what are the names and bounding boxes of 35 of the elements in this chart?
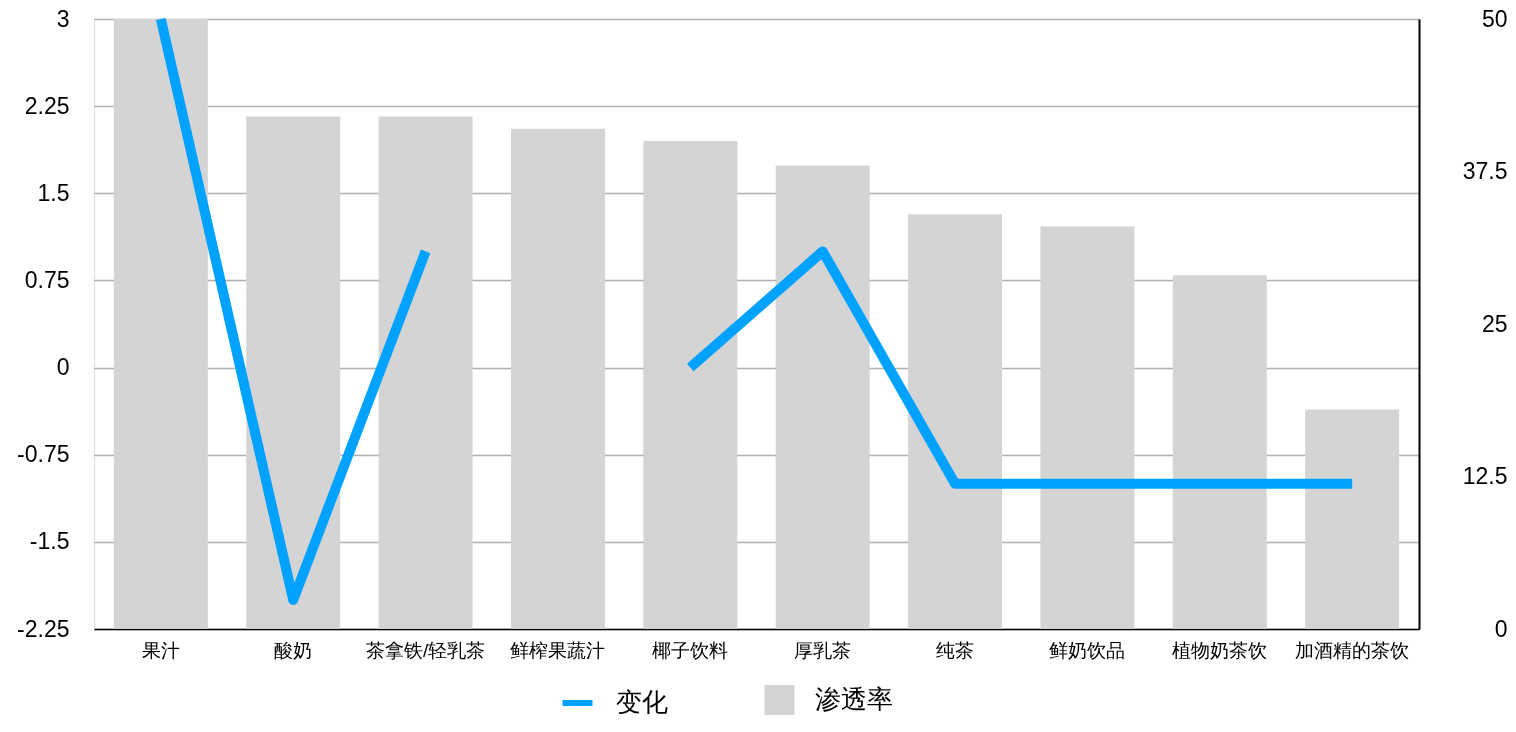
y-tick-label: 0	[56, 354, 70, 381]
bar	[1040, 226, 1135, 629]
y-tick-label: -0.75	[17, 441, 70, 468]
y-tick-label: 0.75	[24, 266, 70, 293]
y2-tick-label: 12.5	[1462, 463, 1508, 489]
y-tick-label: 3	[56, 5, 70, 32]
x-tick-label: 植物奶茶饮	[1172, 639, 1268, 661]
y2-tick-label: 50	[1481, 5, 1508, 32]
legend-label: 变化	[615, 687, 668, 717]
bar	[775, 165, 870, 629]
y2-tick-label: 0	[1494, 615, 1508, 642]
bar	[246, 116, 341, 629]
bar	[113, 19, 208, 629]
y-tick-label: 2.25	[24, 92, 70, 119]
bar	[1305, 409, 1400, 629]
legend-label: 渗透率	[814, 684, 893, 714]
y-tick-label: -1.5	[29, 528, 70, 555]
bar	[378, 116, 473, 629]
x-tick-label: 酸奶	[274, 639, 313, 661]
x-tick-label: 厚乳茶	[794, 639, 852, 661]
bar	[510, 128, 605, 629]
y-tick-label: -2.25	[17, 615, 70, 642]
x-tick-label: 果汁	[141, 639, 180, 661]
x-tick-label: 加酒精的茶饮	[1295, 639, 1410, 661]
bar	[643, 141, 738, 629]
y2-tick-label: 25	[1481, 310, 1508, 337]
bar	[908, 214, 1003, 629]
x-tick-label: 椰子饮料	[652, 639, 729, 661]
x-tick-label: 纯茶	[936, 639, 975, 661]
x-tick-label: 鲜奶饮品	[1049, 639, 1126, 661]
x-tick-label: 鲜榨果蔬汁	[510, 639, 606, 661]
x-tick-label: 茶拿铁/轻乳茶	[365, 639, 486, 661]
y-tick-label: 1.5	[37, 179, 70, 206]
y2-tick-label: 37.5	[1462, 158, 1508, 184]
bar	[1172, 275, 1267, 629]
